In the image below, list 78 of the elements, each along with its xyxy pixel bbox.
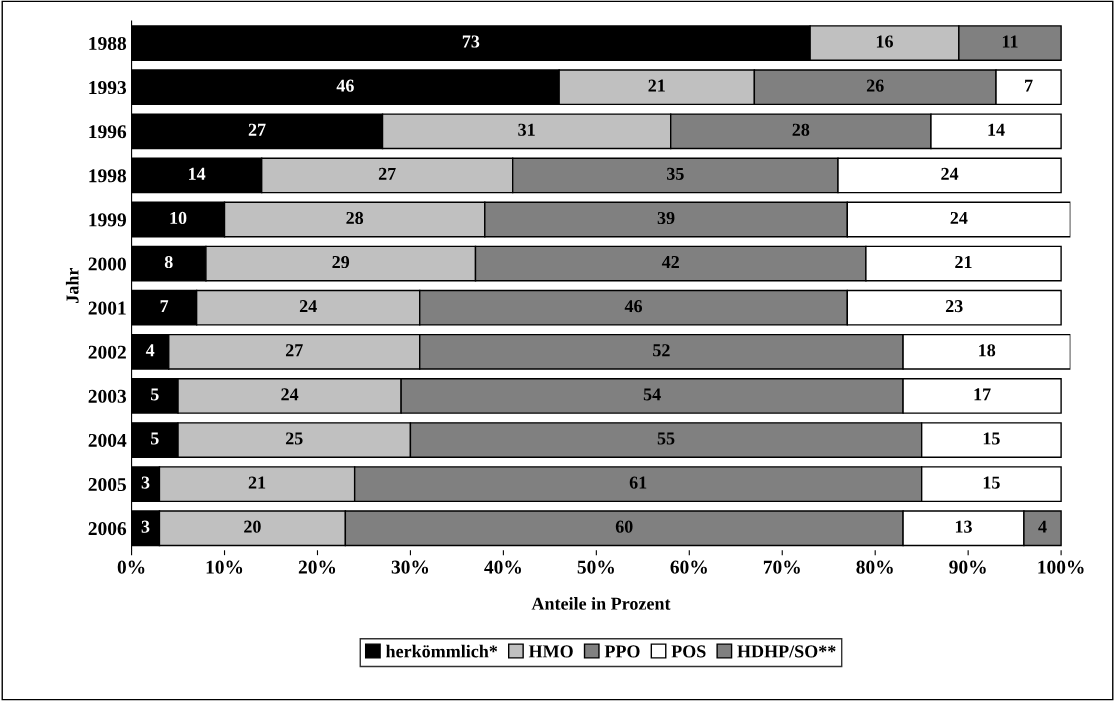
data-label: 4 bbox=[145, 344, 155, 357]
y-tick-label: 2001 bbox=[88, 301, 126, 315]
y-tick-label: 1998 bbox=[89, 169, 127, 183]
x-tick-label: 40% bbox=[484, 560, 522, 574]
legend-label: POS bbox=[671, 645, 706, 658]
y-tick-label: 1993 bbox=[89, 81, 127, 95]
data-label: 17 bbox=[974, 388, 991, 401]
data-label: 4 bbox=[1038, 520, 1047, 533]
data-label: 46 bbox=[336, 79, 354, 92]
data-label: 20 bbox=[244, 520, 261, 533]
data-label: 25 bbox=[285, 432, 303, 445]
data-label: 26 bbox=[866, 79, 884, 92]
data-label: 35 bbox=[667, 167, 684, 180]
y-tick-label: 1988 bbox=[89, 36, 127, 51]
data-label: 5 bbox=[151, 432, 159, 445]
data-label: 3 bbox=[141, 520, 150, 533]
x-tick-label: 90% bbox=[949, 560, 986, 574]
data-label: 27 bbox=[378, 167, 396, 180]
data-label: 23 bbox=[945, 300, 963, 313]
data-label: 60 bbox=[615, 520, 633, 533]
y-tick-label: 2006 bbox=[88, 522, 127, 536]
x-tick-label: 100% bbox=[1038, 560, 1084, 574]
data-label: 7 bbox=[1025, 79, 1033, 92]
y-tick-label: 2003 bbox=[88, 389, 127, 403]
data-label: 39 bbox=[657, 211, 675, 225]
x-tick-label: 80% bbox=[856, 560, 893, 574]
data-label: 21 bbox=[955, 255, 972, 268]
data-label: 24 bbox=[281, 388, 299, 401]
data-label: 28 bbox=[792, 123, 810, 136]
data-label: 24 bbox=[299, 300, 317, 313]
data-label: 13 bbox=[955, 520, 972, 533]
legend-label: herkömmlich* bbox=[385, 644, 498, 658]
x-tick-label: 30% bbox=[391, 560, 429, 574]
data-label: 7 bbox=[160, 300, 169, 313]
data-label: 15 bbox=[983, 432, 1000, 445]
x-tick-label: 10% bbox=[206, 560, 243, 574]
data-label: 31 bbox=[518, 123, 535, 136]
data-label: 24 bbox=[941, 167, 959, 180]
data-label: 5 bbox=[151, 388, 159, 401]
data-label: 54 bbox=[643, 388, 661, 401]
data-label: 61 bbox=[629, 476, 647, 489]
legend-label: PPO bbox=[604, 645, 640, 658]
y-axis-title: Jahr bbox=[65, 267, 79, 303]
y-tick-label: 2002 bbox=[88, 345, 126, 359]
data-label: 8 bbox=[164, 255, 173, 269]
legend-label: HMO bbox=[528, 645, 573, 658]
data-label: 3 bbox=[141, 476, 150, 489]
data-label: 16 bbox=[876, 35, 893, 48]
data-label: 15 bbox=[983, 476, 1000, 489]
data-label: 28 bbox=[346, 211, 364, 225]
data-label: 18 bbox=[979, 344, 996, 357]
x-tick-label: 20% bbox=[298, 560, 336, 574]
x-tick-label: 0% bbox=[117, 560, 145, 574]
data-label: 46 bbox=[624, 300, 643, 313]
x-tick-label: 50% bbox=[577, 560, 614, 574]
data-label: 10 bbox=[170, 211, 187, 225]
y-tick-label: 2000 bbox=[88, 257, 126, 271]
y-tick-label: 1999 bbox=[89, 213, 127, 227]
data-label: 14 bbox=[988, 123, 1005, 136]
data-label: 21 bbox=[648, 79, 665, 92]
data-label: 52 bbox=[653, 344, 670, 357]
x-axis-title: Anteile in Prozent bbox=[531, 597, 671, 610]
data-label: 21 bbox=[248, 476, 266, 489]
y-tick-label: 2005 bbox=[88, 477, 126, 492]
data-label: 24 bbox=[950, 211, 968, 224]
data-label: 42 bbox=[661, 255, 679, 268]
legend-label: HDHP/SO** bbox=[737, 645, 836, 658]
x-tick-label: 70% bbox=[763, 560, 800, 574]
y-tick-label: 1996 bbox=[89, 125, 127, 139]
data-label: 55 bbox=[657, 432, 675, 445]
x-tick-label: 60% bbox=[670, 560, 707, 574]
data-label: 27 bbox=[285, 344, 303, 357]
data-label: 14 bbox=[189, 167, 206, 180]
y-tick-label: 2004 bbox=[88, 433, 127, 447]
data-label: 11 bbox=[1002, 35, 1018, 48]
data-label: 73 bbox=[462, 35, 480, 48]
data-label: 27 bbox=[248, 123, 266, 136]
data-label: 29 bbox=[332, 255, 350, 269]
